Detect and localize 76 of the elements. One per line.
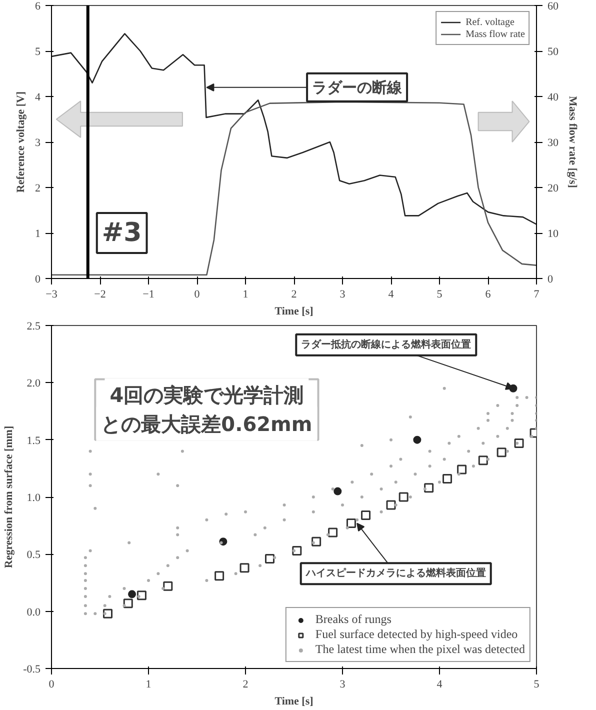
x-tick-label: 2 [291, 288, 297, 300]
point [328, 528, 338, 538]
x-tick-label: 3 [340, 288, 346, 300]
point [457, 464, 467, 474]
y2-tick-label: 40 [548, 92, 559, 104]
y-tick-label: 1.0 [26, 492, 41, 504]
point [334, 487, 342, 496]
x-tick-label: −2 [94, 288, 106, 300]
point [361, 510, 371, 520]
y-tick-label: -0.5 [23, 664, 41, 676]
x-tick-label: 2 [242, 678, 248, 690]
y2-tick-label: 0 [548, 274, 554, 286]
y-axis-title: Reference voltage [V] [15, 91, 27, 193]
x-tick-label: 0 [48, 678, 55, 690]
annotation: 4回の実験で光学計測 [110, 383, 304, 408]
point [496, 448, 506, 458]
y-tick-label: 0 [35, 274, 41, 286]
legend-label: The latest time when the pixel was detected [315, 642, 525, 657]
x-tick-label: 5 [534, 678, 540, 690]
x-tick-label: 1 [146, 678, 152, 690]
x-axis-title: Time [s] [274, 696, 314, 708]
annotation: ラダーの断線 [312, 78, 404, 96]
annotation: ハイスピードカメラによる燃料表面位置 [304, 567, 486, 580]
point [128, 590, 136, 598]
y-tick-label: 2.5 [26, 320, 41, 332]
y2-tick-label: 50 [548, 46, 559, 58]
legend-label: Breaks of rungs [315, 612, 392, 627]
annotation: ラダー抵抗の断線による燃料表面位置 [301, 338, 472, 350]
x-tick-label: 5 [436, 288, 443, 300]
point [240, 563, 250, 573]
point [163, 581, 173, 591]
point [214, 571, 224, 581]
y-tick-label: 0.0 [26, 606, 41, 618]
x-tick-label: −3 [46, 288, 58, 300]
annotation: との最大誤差0.62mm [101, 412, 312, 436]
legend-label: Fuel surface detected by high-speed video [315, 627, 518, 642]
y-tick-label: 6 [35, 0, 41, 12]
x-tick-label: 4 [388, 288, 394, 300]
x-axis-title: Time [s] [274, 306, 314, 318]
point [312, 536, 322, 546]
point [424, 483, 434, 493]
point [413, 436, 422, 444]
point [478, 456, 488, 466]
annotation: #3 [102, 218, 142, 248]
x-tick-label: 4 [436, 678, 443, 690]
point [103, 608, 113, 618]
line-series [52, 101, 536, 276]
y-tick-label: 0.5 [26, 549, 41, 562]
point [346, 518, 356, 528]
legend-label: Mass flow rate [466, 28, 525, 40]
y-tick-label: 3 [35, 137, 41, 149]
point [292, 546, 302, 556]
y-tick-label: 1.5 [26, 434, 41, 447]
point [386, 500, 396, 510]
y-tick-label: 1 [35, 228, 40, 240]
point [265, 554, 274, 564]
y2-tick-label: 60 [548, 0, 559, 12]
point [398, 492, 408, 502]
y2-axis-title: Mass flow rate [g/s] [566, 96, 578, 188]
point [442, 474, 452, 484]
y-tick-label: 5 [35, 46, 41, 58]
x-tick-label: 0 [194, 288, 200, 300]
x-tick-label: 1 [242, 288, 248, 300]
y-tick-label: 4 [35, 92, 41, 104]
x-tick-label: 7 [534, 288, 540, 300]
y-axis-title: Regression from surface [mm] [3, 426, 16, 568]
x-tick-label: −1 [142, 288, 154, 300]
y-tick-label: 2.0 [26, 378, 41, 390]
point [123, 598, 133, 608]
y2-tick-label: 30 [548, 137, 559, 149]
y-tick-label: 2 [35, 182, 40, 194]
x-tick-label: 6 [485, 288, 492, 300]
y2-tick-label: 20 [548, 182, 559, 194]
y2-tick-label: 10 [548, 228, 559, 240]
legend-label: Ref. voltage [466, 16, 514, 28]
x-tick-label: 3 [340, 678, 346, 690]
